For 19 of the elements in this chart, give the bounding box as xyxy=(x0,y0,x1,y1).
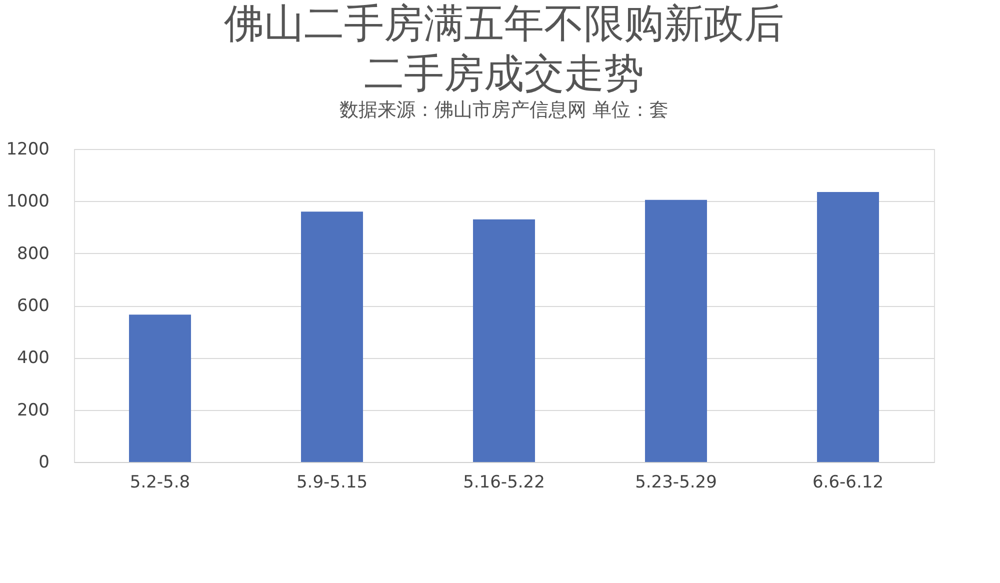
y-tick-label: 1200 xyxy=(6,140,50,160)
y-tick-label: 200 xyxy=(17,400,50,420)
bar xyxy=(129,314,191,462)
bar xyxy=(473,219,535,462)
bar xyxy=(645,200,707,462)
y-tick-label: 1000 xyxy=(6,192,50,212)
y-tick-label: 800 xyxy=(17,244,50,264)
bar xyxy=(301,212,363,462)
chart-title: 佛山二手房满五年不限购新政后二手房成交走势 xyxy=(224,1,784,97)
x-tick-label: 6.6-6.12 xyxy=(812,472,884,492)
x-tick-label: 5.2-5.8 xyxy=(130,472,190,492)
y-tick-label: 400 xyxy=(17,348,50,368)
x-tick-label: 5.9-5.15 xyxy=(296,472,368,492)
chart-subtitle: 数据来源：佛山市房产信息网 单位：套 xyxy=(339,99,669,121)
x-tick-label: 5.23-5.29 xyxy=(635,472,717,492)
y-tick-label: 600 xyxy=(17,296,50,316)
x-tick-label: 5.16-5.22 xyxy=(463,472,545,492)
bar xyxy=(817,192,879,462)
y-tick-label: 0 xyxy=(38,452,50,472)
